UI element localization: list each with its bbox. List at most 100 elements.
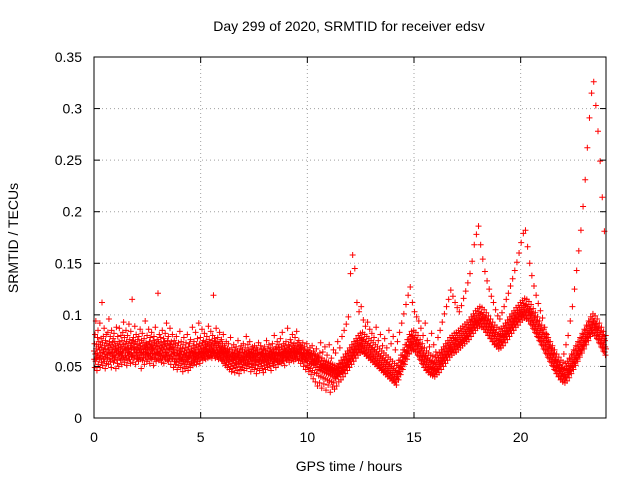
data-point xyxy=(350,358,357,365)
data-point xyxy=(464,279,471,286)
data-point xyxy=(375,337,382,344)
data-point xyxy=(105,315,112,322)
data-point xyxy=(123,327,129,334)
data-point xyxy=(419,340,426,347)
data-point xyxy=(134,336,141,343)
data-point xyxy=(340,373,347,380)
data-point xyxy=(179,368,186,375)
x-tick-label: 15 xyxy=(406,429,422,445)
y-tick-label: 0.15 xyxy=(55,255,82,271)
data-point xyxy=(413,313,420,320)
data-point xyxy=(401,361,408,368)
data-point xyxy=(565,332,572,339)
data-point xyxy=(153,358,160,365)
data-point xyxy=(394,338,401,345)
data-point xyxy=(581,326,588,333)
data-point xyxy=(119,337,125,344)
data-point xyxy=(141,335,148,342)
data-point xyxy=(95,338,102,345)
data-point xyxy=(597,340,604,347)
data-point xyxy=(132,361,139,368)
data-point xyxy=(449,293,456,300)
data-point xyxy=(403,301,409,308)
data-point xyxy=(96,320,103,327)
data-point xyxy=(246,338,253,345)
data-point xyxy=(479,256,486,263)
data-point xyxy=(192,329,199,336)
data-point xyxy=(441,310,448,317)
x-tick-label: 5 xyxy=(197,429,205,445)
data-point xyxy=(263,337,270,344)
data-point xyxy=(435,334,441,341)
data-point xyxy=(458,302,465,309)
data-point xyxy=(444,357,451,364)
data-point xyxy=(471,318,477,325)
y-tick-label: 0.3 xyxy=(63,101,83,117)
data-point xyxy=(344,367,351,374)
data-point xyxy=(146,360,153,367)
data-point xyxy=(418,357,425,364)
data-point xyxy=(515,309,522,316)
data-point xyxy=(116,325,123,332)
data-point xyxy=(576,351,583,358)
data-point xyxy=(274,338,281,345)
data-point xyxy=(490,326,497,333)
data-point xyxy=(146,338,153,345)
data-point xyxy=(257,342,264,349)
data-point xyxy=(189,324,196,331)
data-point xyxy=(336,344,343,351)
data-point xyxy=(467,270,473,277)
data-point xyxy=(210,292,217,299)
data-point xyxy=(413,348,420,355)
data-point xyxy=(348,361,355,368)
data-point xyxy=(501,303,508,310)
data-point xyxy=(213,325,220,332)
data-point xyxy=(339,333,345,340)
data-point xyxy=(305,368,312,375)
data-point xyxy=(465,336,472,343)
data-point xyxy=(108,327,115,334)
data-point xyxy=(325,381,332,388)
data-point xyxy=(486,286,493,293)
data-point xyxy=(205,323,212,330)
data-point xyxy=(539,314,546,321)
data-point xyxy=(505,290,512,297)
data-point xyxy=(110,335,117,342)
data-point xyxy=(231,350,238,357)
data-point xyxy=(279,329,286,336)
data-point xyxy=(426,343,433,350)
data-point xyxy=(131,323,138,330)
data-point xyxy=(308,371,315,378)
data-point xyxy=(527,318,533,325)
data-point xyxy=(567,318,574,325)
data-point xyxy=(422,320,429,327)
data-point xyxy=(310,375,317,382)
data-point xyxy=(541,324,548,331)
data-point xyxy=(592,326,599,333)
y-tick-label: 0.35 xyxy=(55,49,82,65)
data-point xyxy=(565,371,572,378)
data-point xyxy=(421,358,428,365)
data-point xyxy=(138,365,145,372)
data-point xyxy=(255,339,262,346)
data-point xyxy=(437,327,444,334)
data-point xyxy=(167,325,173,332)
data-point xyxy=(280,358,287,365)
data-point xyxy=(251,366,258,373)
data-point xyxy=(139,352,145,359)
data-point xyxy=(366,326,373,333)
y-tick-label: 0.1 xyxy=(63,307,83,323)
data-point xyxy=(141,361,148,368)
data-point xyxy=(173,333,180,340)
data-point xyxy=(156,331,163,338)
data-point xyxy=(121,334,128,341)
data-point xyxy=(268,367,275,374)
data-point xyxy=(520,230,527,237)
data-point xyxy=(575,247,582,254)
data-point xyxy=(531,326,538,333)
data-point xyxy=(490,299,497,306)
data-point xyxy=(353,299,360,306)
data-point xyxy=(236,370,243,377)
data-point xyxy=(553,351,560,358)
data-point xyxy=(400,310,407,317)
